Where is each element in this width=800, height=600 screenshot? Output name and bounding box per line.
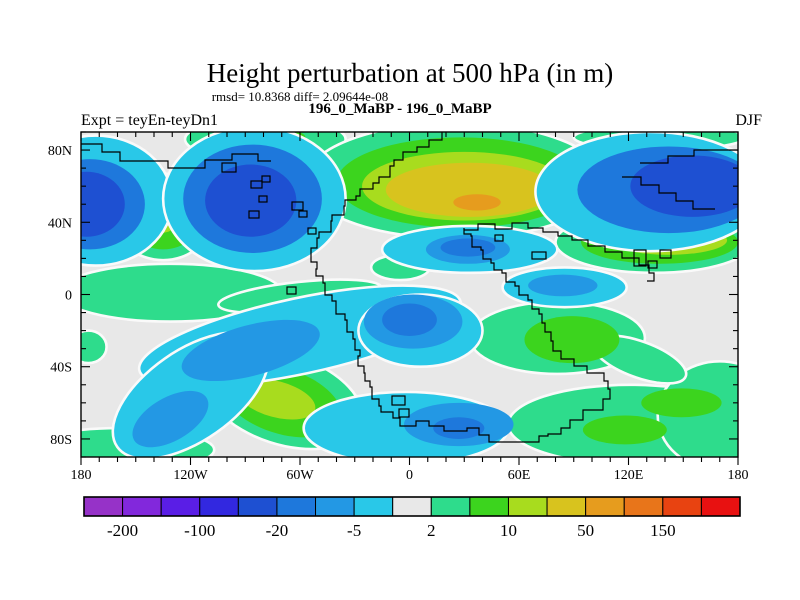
contour-region xyxy=(528,274,598,297)
x-axis-tick-label: 180 xyxy=(728,468,749,483)
colorbar-segment xyxy=(237,496,278,517)
island-outline xyxy=(307,227,317,235)
island-outline xyxy=(659,249,672,259)
x-axis-labels: 180 120W 60W 0 60E 120E 180 xyxy=(71,468,749,483)
y-axis-tick-label: 40S xyxy=(50,361,72,376)
colorbar-segment xyxy=(430,496,471,517)
island-outline xyxy=(248,210,260,219)
coastline xyxy=(464,222,655,282)
island-outline xyxy=(633,249,647,267)
colorbar-segment xyxy=(122,496,162,517)
colorbar-segment xyxy=(199,496,239,517)
coastline-layer xyxy=(81,132,738,443)
colorbar-segment xyxy=(700,496,741,517)
contour-region xyxy=(524,316,620,364)
contour-region xyxy=(132,390,209,448)
colorbar-label: 10 xyxy=(500,521,517,540)
colorbar-segment xyxy=(585,496,625,517)
x-axis-tick-label: 0 xyxy=(406,468,413,483)
colorbar-label: 150 xyxy=(650,521,676,540)
island-outline xyxy=(531,251,547,260)
colorbar-label: 50 xyxy=(577,521,594,540)
contour-region xyxy=(453,194,501,211)
colorbar-segment xyxy=(315,496,355,517)
map-panel: 80N 40N 0 40S 80S 180 120W 60W 0 60E 120E 180 xyxy=(48,131,749,483)
contour-region xyxy=(582,415,667,445)
colorbar-segment xyxy=(392,496,432,517)
island-outline xyxy=(286,286,297,295)
island-outline xyxy=(298,210,308,218)
colorbar-segment xyxy=(160,496,201,517)
colorbar-segment xyxy=(83,496,124,517)
colorbar-label: -100 xyxy=(184,521,215,540)
colorbar-segment xyxy=(623,496,664,517)
x-axis-tick-label: 180 xyxy=(71,468,92,483)
colorbar-segment xyxy=(662,496,702,517)
contour-region xyxy=(440,238,496,257)
contour-region xyxy=(630,155,738,217)
colorbar: -200 -100 -20 -5 2 10 50 150 xyxy=(83,496,741,540)
island-outline xyxy=(258,195,268,203)
island-outline xyxy=(221,162,237,173)
contour-region xyxy=(81,329,108,365)
island-outline xyxy=(391,395,406,406)
colorbar-segment xyxy=(353,496,394,517)
y-axis-tick-label: 40N xyxy=(48,216,72,231)
colorbar-frame xyxy=(83,496,741,517)
island-outline xyxy=(398,408,410,418)
contour-region xyxy=(433,417,485,439)
contour-region xyxy=(205,164,297,237)
coastline xyxy=(622,176,715,210)
plot-header: Height perturbation at 500 hPa (in m) rm… xyxy=(81,58,762,129)
coastline xyxy=(310,132,611,443)
y-axis-tick-label: 0 xyxy=(65,289,72,304)
contour-region xyxy=(181,319,320,382)
x-axis-tick-label: 120W xyxy=(173,468,208,483)
colorbar-segment xyxy=(507,496,548,517)
colorbar-segment xyxy=(546,496,587,517)
case-difference-label: 196_0_MaBP - 196_0_MaBP xyxy=(308,101,491,117)
colorbar-label: 2 xyxy=(427,521,436,540)
island-outline xyxy=(494,234,504,242)
y-axis-labels: 80N 40N 0 40S 80S xyxy=(48,144,72,448)
y-axis-tick-label: 80S xyxy=(50,433,72,448)
stats-line: rmsd= 10.8368 diff= 2.09644e-08 xyxy=(212,89,389,104)
x-axis-tick-label: 60E xyxy=(508,468,531,483)
season-label: DJF xyxy=(735,112,762,129)
contour-region xyxy=(641,388,722,418)
plot-title: Height perturbation at 500 hPa (in m) xyxy=(207,58,613,88)
x-axis-tick-label: 120E xyxy=(614,468,644,483)
island-outline xyxy=(647,260,658,269)
contour-fill-layer xyxy=(81,132,738,457)
contour-region xyxy=(385,162,554,217)
colorbar-segment xyxy=(276,496,317,517)
map-frame xyxy=(80,131,739,458)
colorbar-segment xyxy=(469,496,509,517)
x-axis-tick-label: 60W xyxy=(286,468,314,483)
experiment-label: Expt = teyEn-teyDn1 xyxy=(81,112,218,129)
island-outline xyxy=(261,175,271,183)
coastline xyxy=(81,143,271,169)
colorbar-label: -20 xyxy=(266,521,289,540)
coastline xyxy=(640,149,738,164)
island-outline xyxy=(250,180,263,189)
contour-region xyxy=(382,303,437,337)
colorbar-label: -5 xyxy=(347,521,361,540)
island-outline xyxy=(291,201,304,211)
y-axis-tick-label: 80N xyxy=(48,144,72,159)
contour-region xyxy=(81,171,125,237)
colorbar-label: -200 xyxy=(107,521,138,540)
